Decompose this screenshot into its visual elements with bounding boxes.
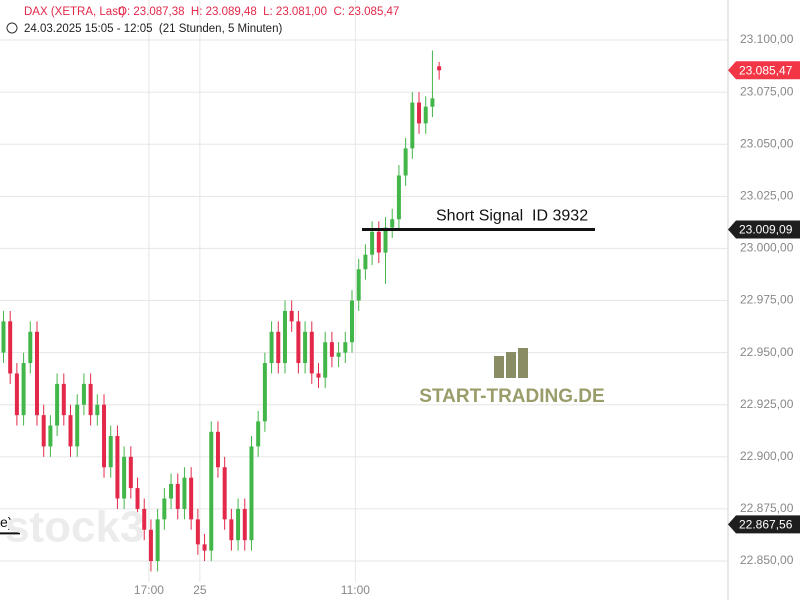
candle-body <box>370 231 375 255</box>
price-tag <box>728 515 800 534</box>
range: 24.03.2025 15:05 - 12:05 (21 Stunden, 5 … <box>24 23 282 35</box>
candle-body <box>316 373 321 378</box>
candle-body <box>115 435 120 499</box>
candle-body <box>135 488 140 509</box>
candle-body <box>81 383 86 405</box>
candle-body <box>383 227 388 253</box>
candle-body <box>390 219 395 228</box>
y-tick-label: 22.975,00 <box>740 293 794 307</box>
candle-body <box>28 331 33 364</box>
candle-body <box>430 98 435 107</box>
candle-body <box>329 342 334 357</box>
candle-body <box>323 342 328 378</box>
y-tick-label: 23.075,00 <box>740 84 794 98</box>
candle-body <box>410 102 415 149</box>
candle-body <box>14 373 19 416</box>
clock-icon <box>6 22 18 34</box>
candle-body <box>229 519 234 541</box>
candle-body <box>222 467 227 520</box>
candle-body <box>95 404 100 416</box>
price-tag-label: 23.085,47 <box>739 63 793 77</box>
candle-body <box>242 508 247 541</box>
candle-body <box>363 254 368 270</box>
candle-body <box>236 508 241 541</box>
candle-body <box>142 508 147 530</box>
candle-body <box>309 331 314 374</box>
level-label: e) <box>0 514 12 530</box>
symbol: DAX (XETRA, Last) <box>24 6 125 18</box>
candle-body <box>189 477 194 520</box>
candle-body <box>34 331 39 416</box>
candle-body <box>162 498 167 520</box>
y-tick-label: 23.000,00 <box>740 241 794 255</box>
price-tag <box>728 61 800 80</box>
candle-body <box>195 519 200 545</box>
candle-body <box>88 383 93 416</box>
candle-body <box>175 483 180 509</box>
candle-body <box>376 231 381 253</box>
candle-body <box>55 383 60 426</box>
stock3-logo: stock3 <box>5 503 144 552</box>
candle-body <box>343 342 348 353</box>
candle-body <box>262 363 267 422</box>
candle-body <box>48 425 53 447</box>
candle-body <box>289 310 294 322</box>
candle-body <box>202 544 207 551</box>
candle-body <box>21 363 26 416</box>
candle-body <box>256 421 261 447</box>
candle-body <box>350 300 355 343</box>
brand: START-TRADING.DE <box>419 386 604 407</box>
candle-body <box>155 519 160 562</box>
candle-body <box>169 483 174 499</box>
candle-body <box>8 321 13 374</box>
candle-body <box>41 415 46 447</box>
candle-body <box>148 529 153 562</box>
candle-body <box>403 148 408 176</box>
x-tick-label: 11:00 <box>341 583 370 597</box>
candle-body <box>437 66 442 71</box>
candle-body <box>209 431 214 551</box>
price-tag <box>728 220 800 239</box>
candle-body <box>215 431 220 468</box>
candle-body <box>75 404 80 447</box>
x-tick-label: 25 <box>193 583 207 597</box>
candle-body <box>102 404 107 468</box>
candle-body <box>182 477 187 509</box>
candle-body <box>128 456 133 489</box>
price-tag-label: 23.009,09 <box>739 223 793 237</box>
candle-body <box>336 352 341 357</box>
brand-icon <box>494 348 528 378</box>
candle-body <box>396 175 401 220</box>
ohlc: O: 23.087,38 H: 23.089,48 L: 23.081,00 C… <box>118 6 399 18</box>
signal-label: Short Signal ID 3932 <box>436 208 588 225</box>
candle-body <box>356 269 361 301</box>
y-tick-label: 22.875,00 <box>740 501 794 515</box>
candle-body <box>423 106 428 124</box>
y-tick-label: 23.050,00 <box>740 136 794 150</box>
y-tick-label: 22.850,00 <box>740 553 794 567</box>
candle-body <box>282 310 287 364</box>
x-tick-label: 17:00 <box>134 583 164 597</box>
candle-body <box>108 435 113 468</box>
candle-body <box>303 331 308 364</box>
candle-body <box>296 321 301 364</box>
y-tick-label: 23.100,00 <box>740 32 794 46</box>
candle-body <box>249 446 254 541</box>
y-tick-label: 23.025,00 <box>740 188 794 202</box>
candle-body <box>276 331 281 364</box>
candle-body <box>1 321 6 353</box>
candle-body <box>269 331 274 364</box>
candle-body <box>68 415 73 447</box>
price-tag-label: 22.867,56 <box>739 518 793 532</box>
candle-body <box>61 383 66 416</box>
y-tick-label: 22.950,00 <box>740 345 794 359</box>
y-tick-label: 22.900,00 <box>740 449 794 463</box>
y-tick-label: 22.925,00 <box>740 397 794 411</box>
candle-body <box>417 102 422 124</box>
candle-body <box>122 456 127 499</box>
